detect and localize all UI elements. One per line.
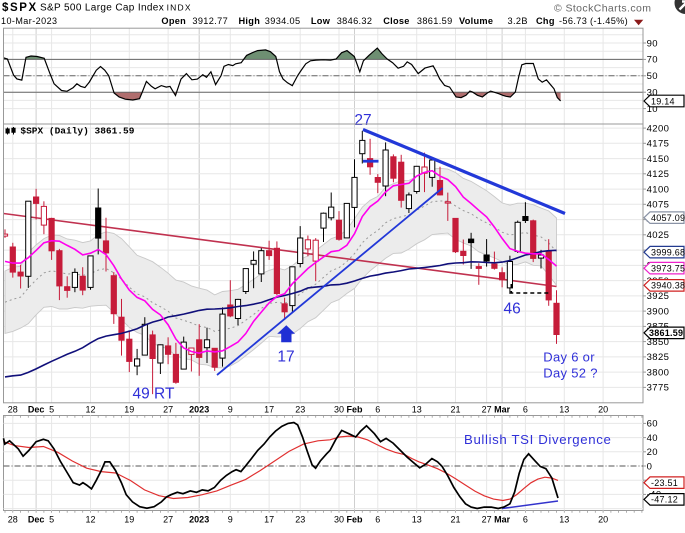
svg-text:17: 17: [264, 514, 274, 524]
svg-text:Chg: Chg: [536, 16, 555, 26]
svg-text:4057.09: 4057.09: [651, 213, 685, 223]
svg-text:6: 6: [375, 514, 380, 524]
svg-text:13: 13: [559, 514, 569, 524]
svg-text:19: 19: [124, 514, 134, 524]
svg-text:21: 21: [450, 405, 460, 415]
svg-text:46: 46: [504, 301, 521, 318]
svg-text:17: 17: [264, 405, 274, 415]
svg-text:Volume: Volume: [459, 16, 493, 26]
svg-text:28: 28: [8, 405, 18, 415]
svg-text:Mar: Mar: [494, 405, 511, 415]
svg-text:4100: 4100: [647, 184, 670, 195]
svg-text:0: 0: [647, 461, 653, 472]
svg-text:High: High: [239, 16, 261, 26]
svg-text:3.2B: 3.2B: [508, 16, 528, 26]
svg-text:13: 13: [412, 405, 422, 415]
svg-text:3861.59: 3861.59: [649, 328, 683, 338]
svg-text:21: 21: [450, 514, 460, 524]
svg-text:70: 70: [647, 55, 658, 66]
svg-text:Bullish TSI Divergence: Bullish TSI Divergence: [464, 432, 611, 447]
svg-text:2023: 2023: [189, 405, 209, 415]
svg-text:13: 13: [559, 405, 569, 415]
svg-text:Feb: Feb: [346, 405, 363, 415]
svg-text:13: 13: [412, 514, 422, 524]
svg-text:40: 40: [647, 433, 658, 444]
svg-text:3900: 3900: [647, 306, 670, 317]
svg-text:30: 30: [334, 405, 344, 415]
svg-text:3775: 3775: [647, 383, 670, 394]
svg-text:3940.38: 3940.38: [651, 281, 685, 291]
svg-text:30: 30: [334, 514, 344, 524]
svg-text:27: 27: [482, 405, 492, 415]
svg-text:9: 9: [228, 514, 233, 524]
svg-text:6: 6: [523, 405, 528, 415]
svg-text:27: 27: [482, 514, 492, 524]
svg-text:4200: 4200: [647, 123, 670, 134]
svg-text:-23.51: -23.51: [651, 478, 678, 488]
svg-text:12: 12: [85, 405, 95, 415]
svg-text:Day 52 ?: Day 52 ?: [543, 366, 597, 381]
svg-text:3825: 3825: [647, 352, 670, 363]
svg-text:3999.68: 3999.68: [651, 248, 685, 258]
svg-text:3973.75: 3973.75: [651, 264, 685, 274]
svg-text:12: 12: [85, 514, 95, 524]
svg-text:3925: 3925: [647, 291, 670, 302]
svg-text:Open: Open: [161, 16, 186, 26]
svg-text:-47.12: -47.12: [651, 495, 678, 505]
svg-text:Feb: Feb: [346, 514, 363, 524]
svg-text:Dec: Dec: [28, 405, 45, 415]
svg-text:4125: 4125: [647, 169, 670, 180]
svg-text:23: 23: [295, 514, 305, 524]
svg-text:6: 6: [375, 405, 380, 415]
svg-text:-56.73 (-1.45%): -56.73 (-1.45%): [559, 16, 628, 26]
svg-text:10-Mar-2023: 10-Mar-2023: [1, 16, 57, 26]
svg-text:28: 28: [8, 514, 18, 524]
svg-text:23: 23: [295, 405, 305, 415]
svg-text:19.14: 19.14: [651, 96, 675, 106]
svg-text:5: 5: [49, 405, 54, 415]
svg-text:27: 27: [163, 405, 173, 415]
svg-text:20: 20: [647, 447, 658, 458]
svg-text:$SPX (Daily) 3861.59: $SPX (Daily) 3861.59: [20, 126, 134, 137]
svg-text:S&P 500 Large Cap Index: S&P 500 Large Cap Index: [40, 3, 164, 14]
svg-text:3912.77: 3912.77: [192, 16, 228, 26]
svg-text:$SPX: $SPX: [2, 2, 38, 14]
svg-text:3800: 3800: [647, 367, 670, 378]
svg-text:4025: 4025: [647, 230, 670, 241]
svg-text:3846.32: 3846.32: [337, 16, 373, 26]
svg-text:50: 50: [647, 71, 658, 82]
svg-text:Close: Close: [383, 16, 410, 26]
svg-text:17: 17: [277, 349, 294, 366]
svg-text:9: 9: [228, 405, 233, 415]
svg-text:4075: 4075: [647, 200, 670, 211]
svg-text:5: 5: [49, 514, 54, 524]
svg-text:4150: 4150: [647, 154, 670, 165]
svg-text:Mar: Mar: [494, 514, 511, 524]
svg-text:60: 60: [647, 419, 658, 430]
svg-text:20: 20: [598, 514, 608, 524]
svg-text:Day 6 or: Day 6 or: [543, 350, 595, 365]
svg-text:3934.05: 3934.05: [265, 16, 301, 26]
svg-text:2023: 2023: [189, 514, 209, 524]
svg-text:19: 19: [124, 405, 134, 415]
svg-text:6: 6: [523, 514, 528, 524]
svg-text:Low: Low: [311, 16, 331, 26]
svg-text:3861.59: 3861.59: [417, 16, 453, 26]
svg-text:27: 27: [354, 112, 371, 129]
svg-text:49 RT: 49 RT: [133, 386, 175, 403]
svg-text:90: 90: [647, 38, 658, 49]
svg-text:© StockCharts.com: © StockCharts.com: [554, 3, 651, 15]
svg-text:INDX: INDX: [167, 3, 192, 13]
svg-text:27: 27: [163, 514, 173, 524]
svg-text:4175: 4175: [647, 139, 670, 150]
svg-text:20: 20: [598, 405, 608, 415]
svg-text:Dec: Dec: [28, 514, 45, 524]
